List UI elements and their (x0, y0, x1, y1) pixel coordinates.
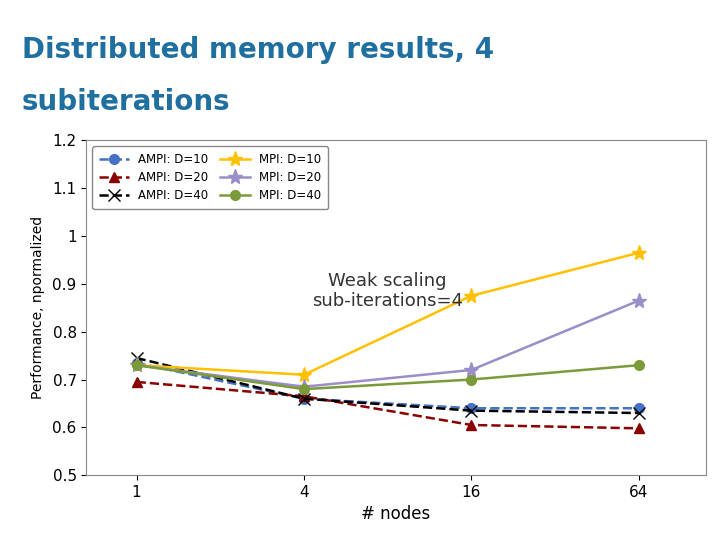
MPI: D=20: (1, 0.685): D=20: (1, 0.685) (300, 383, 308, 390)
AMPI: D=20: (2, 0.605): D=20: (2, 0.605) (467, 422, 476, 428)
Line: MPI: D=10: MPI: D=10 (129, 245, 647, 382)
AMPI: D=20: (3, 0.598): D=20: (3, 0.598) (634, 425, 643, 431)
AMPI: D=10: (1, 0.66): D=10: (1, 0.66) (300, 395, 308, 402)
MPI: D=10: (1, 0.71): D=10: (1, 0.71) (300, 372, 308, 378)
Line: MPI: D=20: MPI: D=20 (129, 293, 647, 394)
Line: AMPI: D=10: AMPI: D=10 (132, 358, 644, 413)
Text: subiterations: subiterations (22, 88, 230, 116)
Text: Distributed memory results, 4: Distributed memory results, 4 (22, 36, 494, 64)
Legend: AMPI: D=10, AMPI: D=20, AMPI: D=40, MPI: D=10, MPI: D=20, MPI: D=40: AMPI: D=10, AMPI: D=20, AMPI: D=40, MPI:… (92, 146, 328, 209)
MPI: D=20: (3, 0.865): D=20: (3, 0.865) (634, 298, 643, 304)
MPI: D=10: (0, 0.73): D=10: (0, 0.73) (132, 362, 141, 368)
AMPI: D=20: (1, 0.665): D=20: (1, 0.665) (300, 393, 308, 400)
MPI: D=10: (2, 0.875): D=10: (2, 0.875) (467, 293, 476, 299)
AMPI: D=10: (3, 0.64): D=10: (3, 0.64) (634, 405, 643, 411)
AMPI: D=40: (0, 0.745): D=40: (0, 0.745) (132, 355, 141, 361)
AMPI: D=40: (2, 0.635): D=40: (2, 0.635) (467, 407, 476, 414)
AMPI: D=10: (2, 0.64): D=10: (2, 0.64) (467, 405, 476, 411)
Text: intel: intel (633, 522, 648, 528)
Text: Weak scaling
sub-iterations=4: Weak scaling sub-iterations=4 (312, 272, 463, 310)
X-axis label: # nodes: # nodes (361, 505, 431, 523)
Text: 18: 18 (691, 518, 709, 532)
AMPI: D=40: (1, 0.66): D=40: (1, 0.66) (300, 395, 308, 402)
MPI: D=40: (1, 0.68): D=40: (1, 0.68) (300, 386, 308, 393)
Line: MPI: D=40: MPI: D=40 (132, 360, 644, 394)
Y-axis label: Performance, npormalized: Performance, npormalized (32, 216, 45, 400)
MPI: D=40: (3, 0.73): D=40: (3, 0.73) (634, 362, 643, 368)
MPI: D=40: (2, 0.7): D=40: (2, 0.7) (467, 376, 476, 383)
AMPI: D=20: (0, 0.695): D=20: (0, 0.695) (132, 379, 141, 385)
MPI: D=20: (2, 0.72): D=20: (2, 0.72) (467, 367, 476, 373)
MPI: D=20: (0, 0.73): D=20: (0, 0.73) (132, 362, 141, 368)
AMPI: D=10: (0, 0.735): D=10: (0, 0.735) (132, 360, 141, 366)
Line: AMPI: D=20: AMPI: D=20 (132, 377, 644, 433)
MPI: D=40: (0, 0.73): D=40: (0, 0.73) (132, 362, 141, 368)
Line: AMPI: D=40: AMPI: D=40 (131, 353, 644, 418)
AMPI: D=40: (3, 0.63): D=40: (3, 0.63) (634, 410, 643, 416)
MPI: D=10: (3, 0.965): D=10: (3, 0.965) (634, 249, 643, 256)
